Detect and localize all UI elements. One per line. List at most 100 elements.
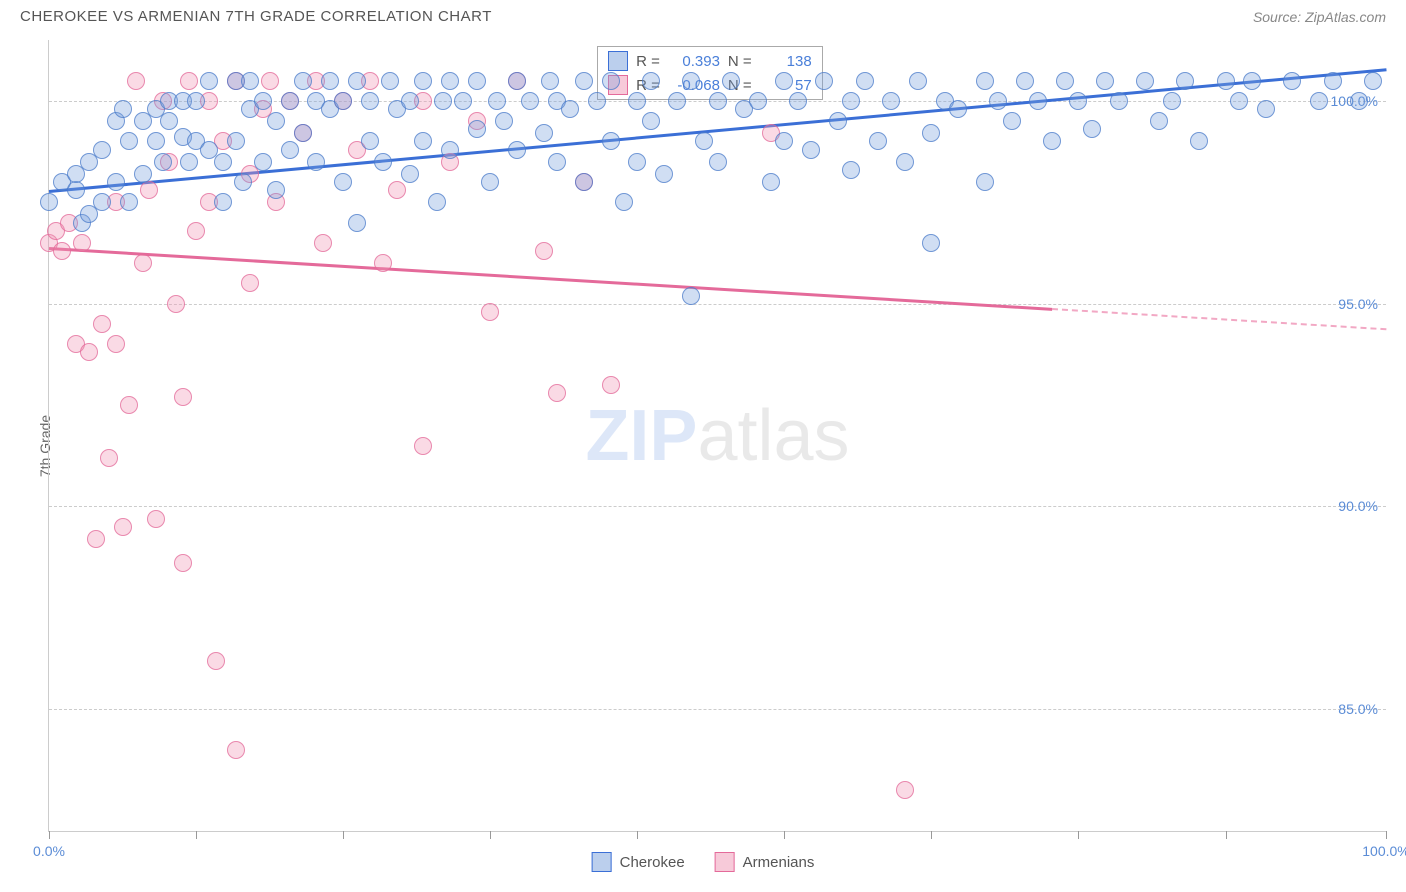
data-point bbox=[1230, 92, 1248, 110]
data-point bbox=[454, 92, 472, 110]
data-point bbox=[107, 335, 125, 353]
data-point bbox=[40, 193, 58, 211]
data-point bbox=[682, 287, 700, 305]
data-point bbox=[401, 165, 419, 183]
data-point bbox=[468, 120, 486, 138]
data-point bbox=[267, 181, 285, 199]
data-point bbox=[134, 165, 152, 183]
gridline bbox=[49, 506, 1386, 507]
data-point bbox=[200, 72, 218, 90]
watermark: ZIPatlas bbox=[585, 395, 849, 477]
x-tick bbox=[1226, 831, 1227, 839]
data-point bbox=[334, 173, 352, 191]
data-point bbox=[535, 124, 553, 142]
data-point bbox=[180, 72, 198, 90]
data-point bbox=[361, 132, 379, 150]
data-point bbox=[180, 153, 198, 171]
data-point bbox=[762, 173, 780, 191]
watermark-light: atlas bbox=[697, 396, 849, 476]
legend-label: Armenians bbox=[743, 854, 815, 871]
data-point bbox=[147, 510, 165, 528]
data-point bbox=[174, 388, 192, 406]
data-point bbox=[267, 112, 285, 130]
x-tick bbox=[931, 831, 932, 839]
data-point bbox=[1257, 100, 1275, 118]
data-point bbox=[214, 153, 232, 171]
chart-title: CHEROKEE VS ARMENIAN 7TH GRADE CORRELATI… bbox=[20, 8, 492, 25]
data-point bbox=[100, 449, 118, 467]
data-point bbox=[842, 92, 860, 110]
data-point bbox=[1136, 72, 1154, 90]
data-point bbox=[668, 92, 686, 110]
swatch-cherokee-icon bbox=[608, 51, 628, 71]
data-point bbox=[1176, 72, 1194, 90]
data-point bbox=[127, 72, 145, 90]
data-point bbox=[241, 72, 259, 90]
x-tick bbox=[637, 831, 638, 839]
data-point bbox=[789, 92, 807, 110]
data-point bbox=[67, 181, 85, 199]
data-point bbox=[481, 173, 499, 191]
data-point bbox=[307, 153, 325, 171]
data-point bbox=[682, 72, 700, 90]
data-point bbox=[802, 141, 820, 159]
swatch-armenians-icon bbox=[715, 852, 735, 872]
data-point bbox=[254, 153, 272, 171]
data-point bbox=[1324, 72, 1342, 90]
data-point bbox=[120, 132, 138, 150]
data-point bbox=[53, 242, 71, 260]
data-point bbox=[187, 92, 205, 110]
data-point bbox=[294, 72, 312, 90]
data-point bbox=[1283, 72, 1301, 90]
data-point bbox=[374, 153, 392, 171]
data-point bbox=[775, 132, 793, 150]
data-point bbox=[588, 92, 606, 110]
data-point bbox=[227, 741, 245, 759]
stats-row-1: R = 0.393 N = 138 bbox=[598, 49, 822, 73]
data-point bbox=[348, 72, 366, 90]
legend-item-cherokee: Cherokee bbox=[592, 852, 685, 872]
data-point bbox=[261, 72, 279, 90]
data-point bbox=[628, 92, 646, 110]
source-label: Source: ZipAtlas.com bbox=[1253, 9, 1386, 25]
gridline bbox=[49, 304, 1386, 305]
data-point bbox=[922, 124, 940, 142]
data-point bbox=[575, 72, 593, 90]
data-point bbox=[1043, 132, 1061, 150]
data-point bbox=[989, 92, 1007, 110]
data-point bbox=[561, 100, 579, 118]
data-point bbox=[361, 92, 379, 110]
y-tick-label: 90.0% bbox=[1338, 498, 1378, 514]
data-point bbox=[73, 234, 91, 252]
data-point bbox=[695, 132, 713, 150]
data-point bbox=[207, 652, 225, 670]
data-point bbox=[548, 384, 566, 402]
data-point bbox=[254, 92, 272, 110]
data-point bbox=[401, 92, 419, 110]
data-point bbox=[815, 72, 833, 90]
data-point bbox=[381, 72, 399, 90]
data-point bbox=[441, 141, 459, 159]
data-point bbox=[1069, 92, 1087, 110]
data-point bbox=[281, 141, 299, 159]
watermark-bold: ZIP bbox=[585, 396, 697, 476]
data-point bbox=[495, 112, 513, 130]
data-point bbox=[154, 153, 172, 171]
data-point bbox=[628, 153, 646, 171]
data-point bbox=[575, 173, 593, 191]
chart-area: ZIPatlas R = 0.393 N = 138 R = -0.068 N … bbox=[48, 40, 1386, 832]
data-point bbox=[428, 193, 446, 211]
x-tick bbox=[49, 831, 50, 839]
data-point bbox=[134, 254, 152, 272]
data-point bbox=[775, 72, 793, 90]
data-point bbox=[896, 153, 914, 171]
data-point bbox=[1350, 92, 1368, 110]
data-point bbox=[114, 100, 132, 118]
data-point bbox=[488, 92, 506, 110]
data-point bbox=[414, 437, 432, 455]
data-point bbox=[120, 193, 138, 211]
data-point bbox=[314, 234, 332, 252]
r-value: 0.393 bbox=[668, 53, 720, 70]
data-point bbox=[1016, 72, 1034, 90]
data-point bbox=[93, 193, 111, 211]
